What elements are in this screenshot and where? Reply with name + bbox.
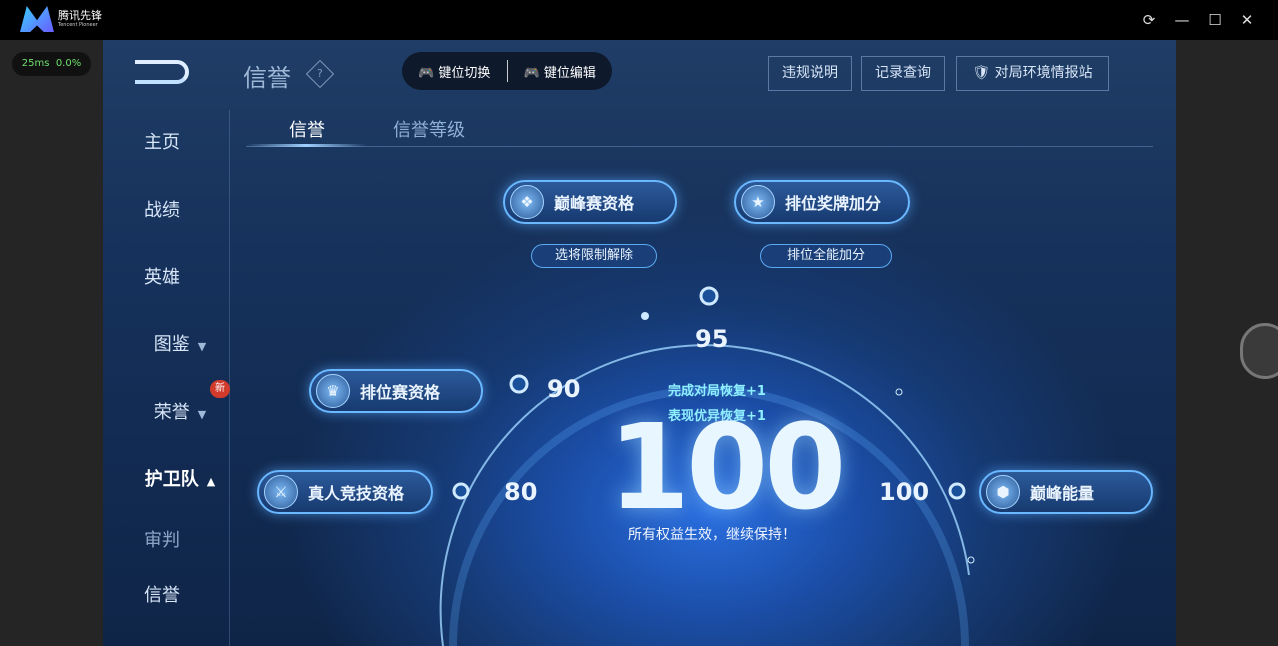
perk-peak-energy[interactable]: ⬢ 巅峰能量 (979, 470, 1153, 514)
key-controls: 🎮 键位切换 🎮 键位编辑 (402, 52, 612, 90)
violation-info-button[interactable]: 违规说明 (768, 56, 852, 91)
honor-label: 荣誉 (153, 402, 190, 423)
credit-status: 所有权益生效，继续保持！ (628, 527, 796, 543)
sidebar-item-credit[interactable]: 信誉 (144, 585, 180, 606)
node-dot (967, 556, 975, 564)
credit-score: 100 (608, 398, 846, 536)
tab-active-indicator (246, 144, 366, 147)
key-edit-button[interactable]: 🎮 键位编辑 (523, 65, 596, 81)
latency: 25ms (21, 58, 50, 69)
app-name: 腾讯先锋 (58, 9, 102, 22)
key-edit-label: 键位编辑 (543, 65, 596, 81)
codex-label: 图鉴 (153, 334, 190, 355)
game-view: 信誉 ? 🎮 键位切换 🎮 键位编辑 违规说明 记录查询 🛡 对局环境情报站 主… (103, 40, 1176, 646)
app-logo: 腾讯先锋 Tencent Pioneer (20, 6, 102, 32)
perk-sub-rank-bonus: 排位全能加分 (760, 244, 892, 268)
left-panel (0, 40, 103, 646)
bonus-performance: 表现优异恢复+1 (668, 409, 766, 424)
diamond-icon: ❖ (510, 185, 544, 219)
perk-rank-medal[interactable]: ★ 排位奖牌加分 (734, 180, 910, 224)
threshold-90: 90 (547, 375, 581, 403)
perk-label: 真人竞技资格 (308, 484, 405, 503)
arc-glow (449, 386, 969, 646)
threshold-100: 100 (879, 478, 930, 506)
key-switch-button[interactable]: 🎮 键位切换 (418, 65, 491, 81)
node-dot (895, 388, 903, 396)
node-100 (948, 482, 966, 500)
arc-line (439, 344, 970, 646)
sidebar-item-home[interactable]: 主页 (144, 132, 180, 153)
close-icon[interactable]: ✕ (1240, 11, 1254, 29)
node-90 (509, 374, 529, 394)
star-icon: ★ (741, 185, 775, 219)
back-button[interactable] (135, 60, 189, 84)
tab-divider (246, 146, 1153, 147)
floating-button[interactable] (1240, 323, 1278, 379)
perk-label: 巅峰能量 (1030, 484, 1095, 503)
sidebar-item-record[interactable]: 战绩 (144, 200, 180, 221)
perk-label: 排位奖牌加分 (785, 194, 882, 213)
page-title: 信誉 (243, 64, 291, 92)
node-80 (452, 482, 470, 500)
chevron-down-icon: ▼ (197, 408, 207, 421)
perk-label: 排位赛资格 (360, 383, 441, 402)
node-95 (699, 286, 719, 306)
match-env-label: 对局环境情报站 (994, 65, 1093, 81)
match-env-button[interactable]: 🛡 对局环境情报站 (956, 56, 1109, 91)
new-badge: 新 (210, 380, 230, 398)
threshold-80: 80 (504, 478, 538, 506)
chevron-up-icon: ▲ (206, 475, 216, 488)
app-subtitle: Tencent Pioneer (58, 22, 98, 28)
rank-emblem-icon: ♛ (316, 374, 350, 408)
packet-loss: 0.0% (55, 58, 82, 69)
minimize-icon[interactable]: — (1174, 11, 1190, 29)
logo-icon (20, 6, 54, 32)
perk-peak-qualification[interactable]: ❖ 巅峰赛资格 (503, 180, 677, 224)
sidebar-divider (229, 110, 230, 646)
title-bar: 腾讯先锋 Tencent Pioneer ⟳ — ☐ ✕ (0, 0, 1278, 40)
node-dot (641, 312, 649, 320)
chevron-down-icon: ▼ (197, 340, 207, 353)
shield-icon: 🛡 (972, 65, 991, 81)
credit-arc (439, 286, 975, 646)
sidebar-item-heroes[interactable]: 英雄 (144, 267, 180, 288)
perk-sub-pick-unlock: 选将限制解除 (531, 244, 657, 268)
record-query-button[interactable]: 记录查询 (861, 56, 945, 91)
key-switch-label: 键位切换 (438, 65, 491, 81)
maximize-icon[interactable]: ☐ (1208, 11, 1222, 29)
perk-ranked-qualification[interactable]: ♛ 排位赛资格 (309, 369, 483, 413)
guard-label: 护卫队 (144, 469, 199, 490)
perk-human-match[interactable]: ⚔ 真人竞技资格 (257, 470, 433, 514)
perk-label: 巅峰赛资格 (554, 194, 635, 213)
sidebar-item-codex[interactable]: 图鉴 ▼ (121, 330, 239, 356)
sidebar-item-judge[interactable]: 审判 (144, 530, 180, 551)
sidebar-item-honor[interactable]: 荣誉 ▼ (121, 398, 239, 424)
perf-indicator: 25ms 0.0% (12, 52, 91, 76)
sidebar-item-guard[interactable]: 护卫队 ▲ (121, 465, 239, 491)
refresh-icon[interactable]: ⟳ (1142, 11, 1156, 29)
bonus-match-complete: 完成对局恢复+1 (668, 384, 766, 399)
sword-icon: ⚔ (264, 475, 298, 509)
tab-credit-level[interactable]: 信誉等级 (393, 120, 465, 141)
tab-credit[interactable]: 信誉 (289, 120, 325, 141)
threshold-95: 95 (695, 325, 729, 353)
cube-icon: ⬢ (986, 475, 1020, 509)
divider (506, 60, 508, 82)
